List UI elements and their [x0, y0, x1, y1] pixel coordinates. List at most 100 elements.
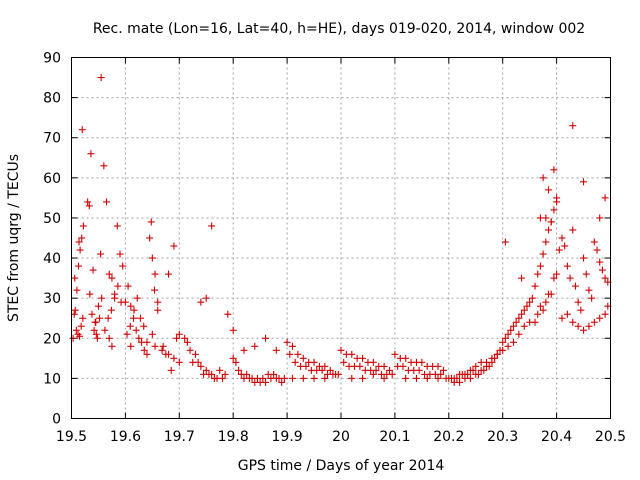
data-point — [76, 332, 84, 340]
data-point — [369, 358, 377, 366]
data-point — [348, 350, 356, 358]
data-point — [170, 354, 178, 362]
data-point — [123, 330, 131, 338]
data-point — [69, 334, 77, 342]
data-point — [299, 354, 307, 362]
y-tick-label: 30 — [43, 291, 61, 307]
data-point — [598, 266, 606, 274]
data-point — [596, 258, 604, 266]
data-point — [340, 358, 348, 366]
data-point — [294, 350, 302, 358]
data-point — [601, 194, 609, 202]
data-point — [569, 318, 577, 326]
data-point — [386, 366, 394, 374]
data-point — [108, 274, 116, 282]
data-point — [550, 274, 558, 282]
data-point — [119, 262, 127, 270]
data-point — [326, 366, 334, 374]
data-point — [167, 366, 175, 374]
data-point — [154, 298, 162, 306]
data-point — [232, 358, 240, 366]
data-point — [111, 294, 119, 302]
data-point — [194, 358, 202, 366]
data-point — [240, 346, 248, 354]
data-point — [388, 370, 396, 378]
data-point — [402, 374, 410, 382]
data-point — [97, 74, 105, 82]
data-point — [453, 374, 461, 382]
data-point — [520, 322, 528, 330]
data-point — [566, 274, 574, 282]
data-point — [483, 358, 491, 366]
data-point — [501, 334, 509, 342]
x-tick-label: 20.2 — [433, 429, 464, 445]
data-point — [509, 322, 517, 330]
data-point — [93, 334, 101, 342]
data-point — [76, 246, 84, 254]
axis-ticks: 19.5 19.6 19.7 19.8 19.9 20 20.1 20.2 20.3 20.4 20… — [43, 51, 626, 446]
x-tick-label: 19.9 — [272, 429, 303, 445]
x-tick-label: 19.8 — [218, 429, 249, 445]
data-point — [434, 362, 442, 370]
data-point — [129, 314, 137, 322]
data-point — [348, 374, 356, 382]
data-point — [507, 326, 515, 334]
x-tick-label: 20 — [332, 429, 350, 445]
data-point — [528, 294, 536, 302]
data-point — [547, 218, 555, 226]
data-point — [87, 150, 95, 158]
data-point — [71, 306, 79, 314]
data-point — [175, 358, 183, 366]
data-point — [208, 222, 216, 230]
data-point — [126, 322, 134, 330]
data-point — [165, 270, 173, 278]
data-points — [69, 74, 612, 386]
data-point — [229, 354, 237, 362]
x-axis-label: GPS time / Days of year 2014 — [238, 458, 445, 474]
data-point — [553, 270, 561, 278]
data-point — [92, 318, 100, 326]
data-point — [75, 238, 83, 246]
data-point — [601, 310, 609, 318]
data-point — [569, 122, 577, 130]
data-point — [90, 326, 98, 334]
data-point — [545, 226, 553, 234]
data-point — [170, 242, 178, 250]
data-point — [536, 302, 544, 310]
data-point — [136, 314, 144, 322]
data-point — [224, 310, 232, 318]
data-point — [499, 346, 507, 354]
data-point — [596, 214, 604, 222]
data-point — [183, 338, 191, 346]
data-point — [321, 374, 329, 382]
data-point — [96, 314, 104, 322]
data-point — [259, 374, 267, 382]
data-point — [558, 314, 566, 322]
data-point — [369, 370, 377, 378]
x-tick-label: 20.5 — [595, 429, 626, 445]
data-point — [262, 378, 270, 386]
data-point — [391, 350, 399, 358]
data-point — [569, 226, 577, 234]
x-tick-label: 20.3 — [487, 429, 518, 445]
data-point — [147, 218, 155, 226]
data-point — [135, 334, 143, 342]
data-point — [130, 306, 138, 314]
data-point — [77, 322, 85, 330]
data-point — [92, 330, 100, 338]
data-point — [100, 162, 108, 170]
data-point — [121, 298, 129, 306]
data-point — [140, 322, 148, 330]
data-point — [412, 374, 420, 382]
data-point — [173, 334, 181, 342]
data-point — [488, 354, 496, 362]
data-point — [181, 334, 189, 342]
data-point — [515, 330, 523, 338]
data-point — [98, 294, 106, 302]
data-point — [202, 366, 210, 374]
x-tick-label: 19.5 — [56, 429, 87, 445]
data-point — [580, 326, 588, 334]
data-point — [418, 358, 426, 366]
data-point — [186, 346, 194, 354]
y-tick-label: 90 — [43, 51, 61, 67]
